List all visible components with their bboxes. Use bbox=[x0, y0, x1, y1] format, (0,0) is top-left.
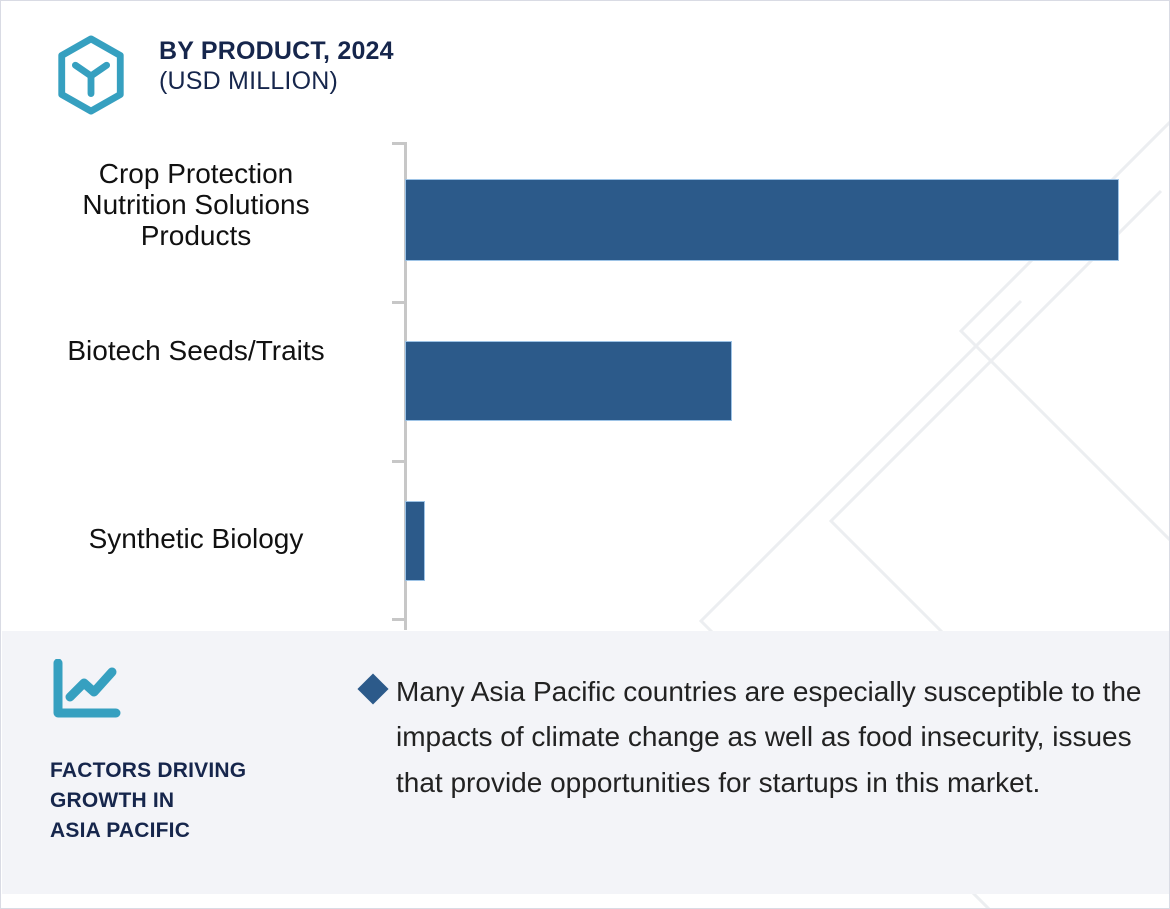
axis-tick bbox=[392, 618, 405, 621]
factors-panel: FACTORS DRIVING GROWTH IN ASIA PACIFIC M… bbox=[2, 631, 1169, 894]
line-chart-icon bbox=[53, 659, 121, 718]
diamond-bullet-icon bbox=[357, 673, 389, 705]
page-subtitle: (USD MILLION) bbox=[159, 67, 339, 95]
bar-chart: Crop Protection Nutrition Solutions Prod… bbox=[1, 131, 1169, 631]
panel-heading-line-2: GROWTH IN bbox=[50, 788, 175, 812]
bar-crop-protection[interactable] bbox=[405, 179, 1119, 261]
bullet-text: Many Asia Pacific countries are especial… bbox=[396, 676, 1142, 798]
header: BY PRODUCT, 2024 (USD MILLION) bbox=[1, 1, 1169, 131]
panel-heading-line-3: ASIA PACIFIC bbox=[50, 818, 191, 842]
bar-synthetic-biology[interactable] bbox=[405, 501, 425, 581]
axis-tick bbox=[392, 142, 405, 145]
page-title: BY PRODUCT, 2024 bbox=[159, 37, 394, 65]
header-text-block: BY PRODUCT, 2024 (USD MILLION) bbox=[159, 37, 394, 95]
category-label: Biotech Seeds/Traits bbox=[67, 335, 325, 366]
axis-tick bbox=[392, 460, 405, 463]
category-label: Synthetic Biology bbox=[88, 523, 304, 554]
bullet-item: Many Asia Pacific countries are especial… bbox=[357, 669, 1152, 805]
axis-tick bbox=[392, 301, 405, 304]
panel-heading-line-1: FACTORS DRIVING bbox=[50, 759, 247, 782]
panel-heading: FACTORS DRIVING GROWTH IN ASIA PACIFIC bbox=[50, 756, 350, 845]
category-label: Crop Protection Nutrition Solutions Prod… bbox=[82, 158, 310, 251]
hexagon-y-icon bbox=[58, 35, 124, 115]
bar-biotech-seeds-traits[interactable] bbox=[405, 341, 732, 421]
